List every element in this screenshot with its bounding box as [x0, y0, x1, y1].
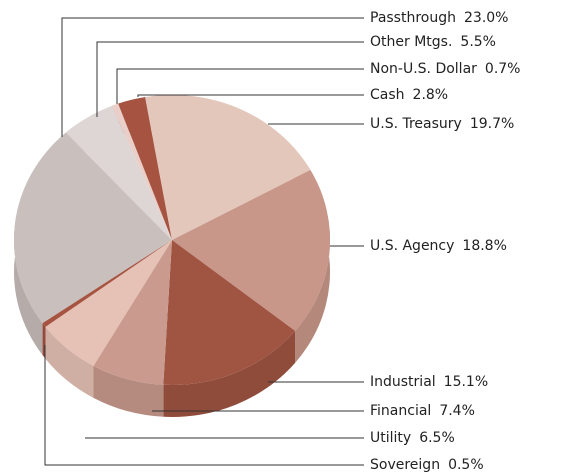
slice-label: Non-U.S. Dollar 0.7% — [370, 61, 521, 77]
slice — [42, 240, 173, 327]
category-label: U.S. Treasury — [370, 116, 462, 132]
slice-label: Financial 7.4% — [370, 403, 475, 419]
slice-label: U.S. Agency 18.8% — [370, 238, 507, 254]
value-label: 5.5% — [460, 34, 496, 50]
slice-side — [163, 330, 296, 418]
leader-line — [61, 17, 364, 137]
slice — [65, 105, 172, 240]
leader-line — [137, 94, 364, 97]
slice — [145, 95, 311, 240]
slice-label: Sovereign 0.5% — [370, 457, 484, 473]
value-label: 0.5% — [448, 457, 484, 473]
category-label: Other Mtgs. — [370, 34, 452, 50]
slice — [172, 169, 330, 331]
leader-line — [96, 41, 364, 117]
slice — [111, 103, 172, 241]
category-label: Financial — [370, 403, 431, 419]
value-label: 23.0% — [464, 10, 508, 26]
category-label: Sovereign — [370, 457, 440, 473]
pie-top — [13, 95, 330, 386]
value-label: 18.8% — [462, 238, 506, 254]
slice — [118, 97, 172, 241]
category-label: Industrial — [370, 374, 436, 390]
slice — [45, 240, 172, 366]
slice-label: Cash 2.8% — [370, 87, 448, 103]
slice-label: Other Mtgs. 5.5% — [370, 34, 496, 50]
slice-side — [45, 326, 94, 398]
slice — [163, 240, 296, 386]
value-label: 6.5% — [419, 430, 455, 446]
leader-line — [116, 68, 364, 104]
slice — [13, 132, 172, 324]
slice-label: Utility 6.5% — [370, 430, 455, 446]
category-label: Cash — [370, 87, 405, 103]
category-label: Non-U.S. Dollar — [370, 61, 477, 77]
category-label: U.S. Agency — [370, 238, 454, 254]
value-label: 0.7% — [485, 61, 521, 77]
value-label: 7.4% — [439, 403, 475, 419]
slice-label: Industrial 15.1% — [370, 374, 488, 390]
value-label: 19.7% — [470, 116, 514, 132]
leader-line — [44, 345, 364, 466]
category-label: Passthrough — [370, 10, 456, 26]
value-label: 15.1% — [444, 374, 488, 390]
slice — [93, 240, 172, 385]
category-label: Utility — [370, 430, 411, 446]
slice-side — [93, 365, 164, 417]
slice-label: U.S. Treasury 19.7% — [370, 116, 514, 132]
slice-label: Passthrough 23.0% — [370, 10, 508, 26]
value-label: 2.8% — [413, 87, 449, 103]
